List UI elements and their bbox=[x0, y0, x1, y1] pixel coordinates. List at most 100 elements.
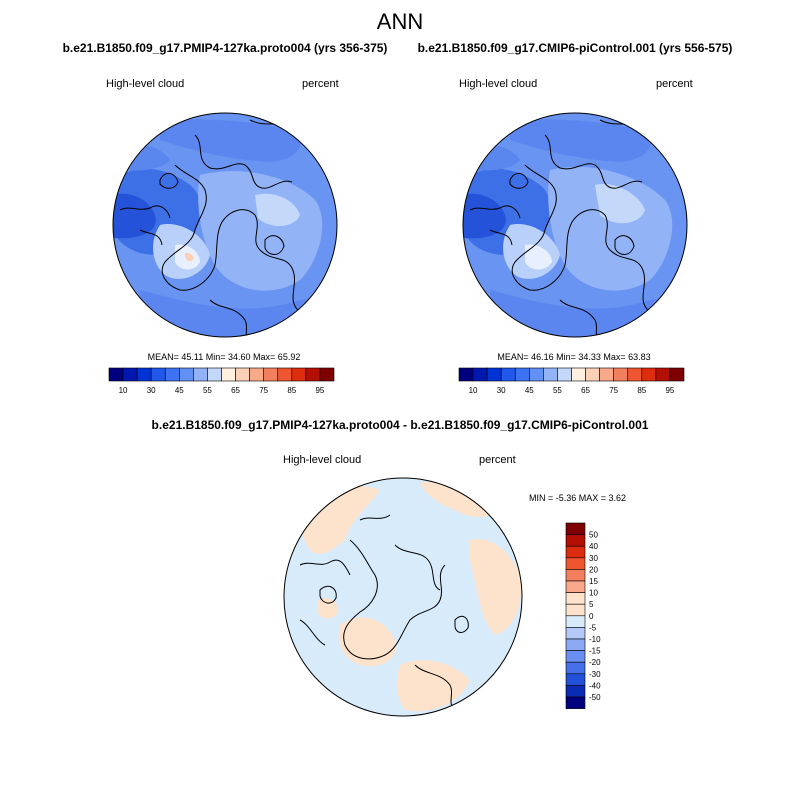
panel-1-colorbar-swatch bbox=[221, 367, 236, 382]
panel-3-colorbar-swatch bbox=[565, 650, 586, 663]
panel-2-colorbar: 10 30 45 55 65 75 85 95 bbox=[458, 367, 685, 395]
panel-1-colorbar-swatch bbox=[179, 367, 194, 382]
panel-1-colorbar-tick-label: 45 bbox=[175, 386, 184, 395]
panel-1-colorbar-swatch bbox=[122, 367, 138, 382]
panel-3-map-fill bbox=[284, 478, 522, 716]
panel-2-colorbar-swatch bbox=[458, 367, 474, 382]
panel-3-colorbar-tick-label: -40 bbox=[589, 681, 601, 690]
panel-3-colorbar-tick-label: 50 bbox=[589, 531, 598, 540]
panel-3-colorbar-swatch bbox=[565, 545, 586, 559]
panel-3-variable-label: High-level cloud bbox=[283, 454, 362, 466]
panel-2-colorbar-swatch bbox=[557, 367, 572, 382]
panel-1-colorbar-tick-label: 30 bbox=[147, 386, 156, 395]
panel-2-colorbar-swatch bbox=[613, 367, 629, 382]
panel-2-colorbar-tick-label: 95 bbox=[665, 386, 674, 395]
panel-3-colorbar-swatch bbox=[565, 557, 586, 570]
panel-1-units-label: percent bbox=[302, 78, 339, 90]
panel-2-colorbar-swatch bbox=[486, 367, 502, 382]
panel-2-colorbar-tick-label: 85 bbox=[637, 386, 646, 395]
panel-1-colorbar-swatch bbox=[277, 367, 293, 382]
panel-3-colorbar-tick-label: 30 bbox=[589, 554, 598, 563]
panel-3-units-label: percent bbox=[479, 454, 516, 466]
panel-2-colorbar-tick-label: 45 bbox=[525, 386, 534, 395]
panel-3-map-border bbox=[283, 477, 523, 717]
panel-1-colorbar-swatch bbox=[193, 367, 208, 382]
panel-3-colorbar-tick-label: 15 bbox=[589, 577, 598, 586]
panel-1-colorbar-tick-label: 65 bbox=[231, 386, 240, 395]
panel-2-variable-label: High-level cloud bbox=[459, 78, 538, 90]
panel-1-colorbar-swatch bbox=[249, 367, 264, 382]
panel-3-colorbar-swatch bbox=[565, 534, 586, 547]
panel-3-colorbar-tick-label: -20 bbox=[589, 658, 601, 667]
panel-1-colorbar-tick-label: 10 bbox=[119, 386, 128, 395]
panel-1-variable-label: High-level cloud bbox=[106, 78, 185, 90]
figure-title: ANN bbox=[376, 9, 424, 34]
panel-3-colorbar-swatch bbox=[565, 696, 586, 709]
panel-1-colorbar-swatch bbox=[235, 367, 250, 382]
panel-1-colorbar-swatch bbox=[263, 367, 279, 382]
panel-1-colorbar-tick-label: 95 bbox=[315, 386, 324, 395]
panel-1-colorbar-swatch bbox=[319, 367, 335, 382]
panel-2-colorbar-tick-label: 30 bbox=[497, 386, 506, 395]
panel-2-colorbar-swatch bbox=[669, 367, 685, 382]
panel-1-coastlines bbox=[119, 119, 336, 337]
panel-3-colorbar-swatch bbox=[565, 603, 586, 617]
panel-2-colorbar-swatch bbox=[571, 367, 586, 382]
panel-2-colorbar-swatch bbox=[472, 367, 488, 382]
panel-3-colorbar-swatch bbox=[565, 615, 586, 628]
panel-3-colorbar-tick-label: 20 bbox=[589, 565, 598, 574]
panel-1-map-border bbox=[112, 112, 338, 338]
panel-3-colorbar-swatch bbox=[565, 685, 586, 698]
panel-2-colorbar-swatch bbox=[585, 367, 600, 382]
panel-3-colorbar-swatch bbox=[565, 627, 586, 640]
panel-3-colorbar-swatch bbox=[565, 522, 586, 535]
panel-3-colorbar-swatch bbox=[565, 673, 586, 686]
panel-1-colorbar-tick-label: 85 bbox=[287, 386, 296, 395]
panel-1-title: b.e21.B1850.f09_g17.PMIP4-127ka.proto004… bbox=[62, 41, 388, 55]
panel-3-colorbar-tick-label: 5 bbox=[589, 600, 594, 609]
panel-2-colorbar-tick-label: 65 bbox=[581, 386, 590, 395]
panel-3-colorbar-swatch bbox=[565, 661, 586, 675]
panel-1-colorbar-swatch bbox=[150, 367, 166, 382]
panel-3-colorbar-tick-label: -15 bbox=[589, 647, 601, 656]
panel-2-units-label: percent bbox=[656, 78, 693, 90]
panel-2-stats: MEAN= 46.16 Min= 34.33 Max= 63.83 bbox=[497, 352, 651, 362]
panel-2-colorbar-swatch bbox=[529, 367, 544, 382]
panel-3-colorbar-tick-label: -30 bbox=[589, 670, 601, 679]
panel-1-colorbar-swatch bbox=[291, 367, 307, 382]
panel-2-colorbar-swatch bbox=[599, 367, 614, 382]
panel-1-colorbar-tick-label: 75 bbox=[259, 386, 268, 395]
panel-3-colorbar-tick-label: -5 bbox=[589, 623, 597, 632]
panel-2-map-border bbox=[462, 112, 688, 338]
panel-1-colorbar-swatch bbox=[108, 367, 124, 382]
panel-3-colorbar-tick-label: 0 bbox=[589, 612, 594, 621]
panel-3-colorbar-swatch bbox=[565, 592, 586, 605]
panel-3-colorbar-swatch bbox=[565, 638, 586, 651]
panel-3-colorbar-tick-label: 40 bbox=[589, 542, 598, 551]
panel-1-colorbar-swatch bbox=[136, 367, 152, 382]
panel-1-colorbar-swatch bbox=[164, 367, 180, 382]
panel-2-colorbar-swatch bbox=[514, 367, 530, 382]
panel-3-stats: MIN = -5.36 MAX = 3.62 bbox=[529, 493, 627, 503]
panel-3-title: b.e21.B1850.f09_g17.PMIP4-127ka.proto004… bbox=[151, 418, 649, 432]
panel-2-coastlines bbox=[469, 119, 686, 337]
panel-3-coastlines bbox=[299, 514, 469, 713]
panel-1-colorbar: 10 30 45 55 65 75 85 95 bbox=[108, 367, 335, 395]
panel-1-map-fill bbox=[113, 113, 337, 337]
panel-2-colorbar-tick-label: 55 bbox=[553, 386, 562, 395]
panel-2-title: b.e21.B1850.f09_g17.CMIP6-piControl.001 … bbox=[417, 41, 733, 55]
panel-3-colorbar-swatch bbox=[565, 569, 586, 582]
panel-1-stats: MEAN= 45.11 Min= 34.60 Max= 65.92 bbox=[147, 352, 301, 362]
panel-2-colorbar-swatch bbox=[500, 367, 516, 382]
panel-2-colorbar-swatch bbox=[627, 367, 643, 382]
panel-2-colorbar-swatch bbox=[655, 367, 671, 382]
panel-2-colorbar-tick-label: 75 bbox=[609, 386, 618, 395]
panel-2-map-fill bbox=[463, 113, 687, 337]
panel-2-colorbar-swatch bbox=[543, 367, 558, 382]
panel-3-colorbar-tick-label: -50 bbox=[589, 693, 601, 702]
panel-2-colorbar-swatch bbox=[641, 367, 657, 382]
panel-3-colorbar-tick-label: 10 bbox=[589, 589, 598, 598]
panel-2-colorbar-tick-label: 10 bbox=[469, 386, 478, 395]
panel-1-colorbar-swatch bbox=[207, 367, 222, 382]
